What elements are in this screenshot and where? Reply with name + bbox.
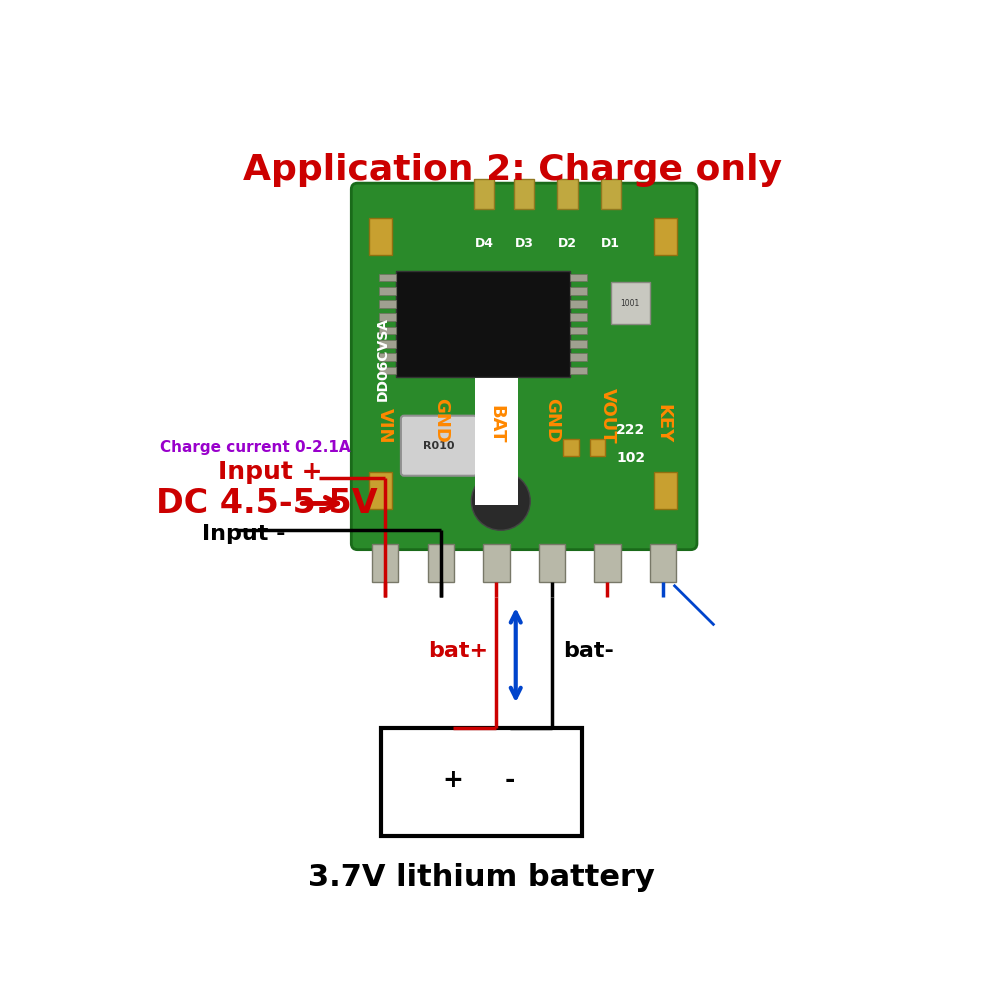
- Bar: [369, 472, 392, 509]
- Bar: [475, 378, 518, 505]
- Text: 1001: 1001: [621, 299, 640, 308]
- Bar: [539, 544, 565, 582]
- Bar: [611, 282, 650, 324]
- Text: D4: D4: [475, 237, 494, 250]
- Text: +: +: [443, 768, 464, 792]
- Bar: [379, 367, 396, 374]
- Circle shape: [471, 472, 530, 530]
- Text: VOUT: VOUT: [598, 388, 616, 443]
- Bar: [379, 300, 396, 308]
- Bar: [570, 367, 587, 374]
- Bar: [379, 327, 396, 334]
- Text: bat+: bat+: [428, 641, 489, 661]
- Text: BAT: BAT: [487, 405, 505, 443]
- Bar: [369, 218, 392, 255]
- Bar: [379, 340, 396, 348]
- Text: GND: GND: [543, 398, 561, 443]
- FancyBboxPatch shape: [401, 416, 477, 476]
- Bar: [379, 313, 396, 321]
- Bar: [557, 179, 578, 209]
- Bar: [570, 300, 587, 308]
- Text: 3.7V lithium battery: 3.7V lithium battery: [308, 863, 655, 892]
- Bar: [379, 353, 396, 361]
- Text: DD06CVSA: DD06CVSA: [376, 317, 390, 401]
- Bar: [654, 472, 677, 509]
- Bar: [379, 274, 396, 281]
- Bar: [594, 544, 621, 582]
- Text: 102: 102: [616, 451, 645, 465]
- Bar: [590, 439, 605, 456]
- Text: R010: R010: [423, 441, 455, 451]
- Bar: [381, 728, 582, 836]
- Bar: [650, 544, 676, 582]
- Text: D2: D2: [558, 237, 577, 250]
- Bar: [570, 274, 587, 281]
- Text: DC 4.5-5.5V: DC 4.5-5.5V: [156, 487, 378, 520]
- FancyBboxPatch shape: [351, 183, 697, 550]
- Text: VIN: VIN: [376, 408, 394, 443]
- Bar: [379, 287, 396, 295]
- Bar: [474, 179, 494, 209]
- Text: D1: D1: [601, 237, 620, 250]
- Bar: [570, 340, 587, 348]
- Bar: [570, 287, 587, 295]
- Bar: [372, 544, 398, 582]
- Bar: [563, 439, 579, 456]
- Text: Input -: Input -: [202, 524, 286, 544]
- Bar: [483, 544, 510, 582]
- Bar: [570, 313, 587, 321]
- Text: KEY: KEY: [654, 404, 672, 443]
- Bar: [601, 179, 621, 209]
- Bar: [428, 544, 454, 582]
- Bar: [570, 353, 587, 361]
- Bar: [570, 327, 587, 334]
- Text: D3: D3: [515, 237, 534, 250]
- Text: bat-: bat-: [564, 641, 614, 661]
- Bar: [396, 271, 570, 377]
- Text: 222: 222: [616, 423, 645, 437]
- Text: GND: GND: [432, 398, 450, 443]
- Bar: [654, 218, 677, 255]
- Bar: [514, 179, 534, 209]
- Text: Input +: Input +: [218, 460, 322, 484]
- Text: -: -: [505, 768, 515, 792]
- Text: Charge current 0-2.1A: Charge current 0-2.1A: [160, 440, 351, 455]
- Text: Application 2: Charge only: Application 2: Charge only: [243, 153, 782, 187]
